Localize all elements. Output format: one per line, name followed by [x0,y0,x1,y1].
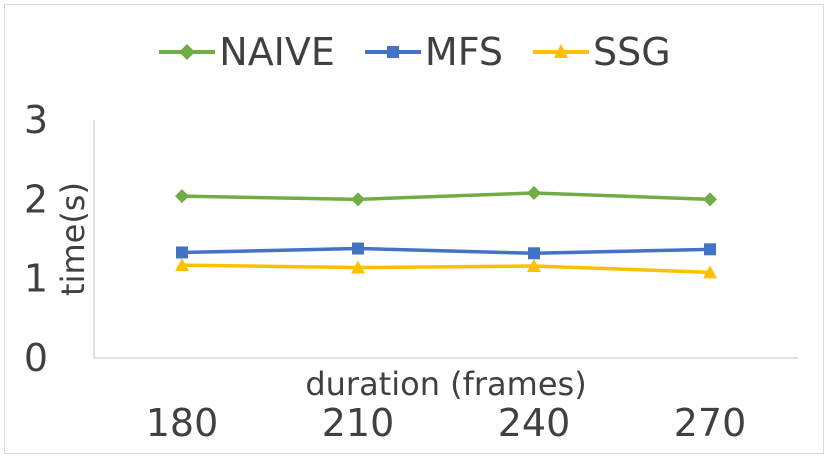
axes [93,120,798,359]
data-point-ssg [527,258,541,272]
data-point-naive [703,192,717,207]
y-tick-label: 0 [24,336,48,380]
legend-label-mfs: MFS [424,30,504,74]
y-tick-label: 3 [24,98,48,142]
series-line-naive [181,191,711,202]
y-axis-title: time(s) [54,182,92,296]
data-point-ssg [703,265,717,279]
series-group [175,185,717,279]
legend-item-naive: NAIVE [159,30,335,74]
y-tick-label: 1 [24,257,48,301]
legend-swatch-ssg [533,44,590,58]
legend: NAIVE MFS SSG [0,30,830,74]
y-tick-label: 2 [24,177,48,221]
series-line-ssg [181,263,711,275]
legend-item-ssg: SSG [533,30,671,74]
data-point-naive [351,192,365,207]
data-point-mfs [176,246,188,259]
x-tick-labels: 180 210 240 270 [146,401,747,445]
data-point-naive [527,185,541,200]
legend-item-mfs: MFS [364,30,504,74]
data-point-mfs [352,242,364,255]
x-tick-label: 180 [146,401,219,445]
data-point-ssg [175,258,189,272]
series-line-mfs [181,246,711,256]
x-tick-label: 210 [322,401,395,445]
x-axis-title: duration (frames) [305,365,586,403]
data-point-mfs [528,247,540,260]
data-point-mfs [704,243,716,256]
y-tick-labels: 0 1 2 3 [24,98,48,380]
x-tick-label: 240 [498,401,571,445]
legend-label-naive: NAIVE [219,30,335,74]
chart-frame [4,4,824,454]
legend-swatch-naive [159,44,216,60]
data-point-ssg [351,260,365,274]
legend-swatch-mfs [364,46,421,58]
legend-label-ssg: SSG [593,30,671,74]
data-point-naive [175,189,189,204]
x-tick-label: 270 [674,401,747,445]
